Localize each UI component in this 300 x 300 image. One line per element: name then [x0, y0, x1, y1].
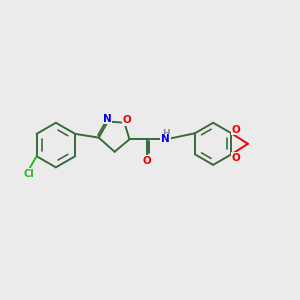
Text: H: H: [163, 129, 170, 138]
Text: O: O: [232, 153, 240, 163]
Text: O: O: [123, 115, 131, 125]
Text: O: O: [143, 156, 152, 166]
Text: N: N: [103, 113, 112, 124]
Text: O: O: [232, 124, 240, 135]
Text: Cl: Cl: [24, 169, 34, 179]
Text: N: N: [161, 134, 170, 144]
